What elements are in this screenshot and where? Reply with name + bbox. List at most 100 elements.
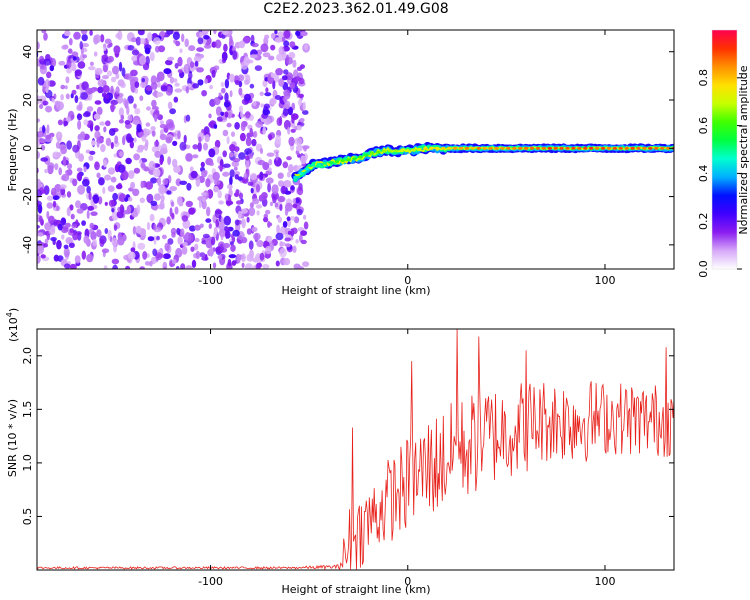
noise-speckle [133,167,141,174]
noise-speckle [137,30,145,36]
noise-speckle [153,223,157,231]
noise-speckle [89,150,96,155]
signal-trace [291,141,674,183]
noise-speckle [290,128,296,133]
noise-speckle [284,202,293,212]
noise-speckle [103,43,107,48]
noise-speckle [244,148,253,156]
noise-speckle [195,250,201,260]
noise-speckle [79,41,83,50]
noise-speckle [194,60,199,67]
noise-speckle [296,266,305,269]
noise-speckle [146,221,151,231]
noise-speckle [55,152,62,157]
noise-speckle [217,221,225,231]
noise-speckle [303,146,307,152]
noise-speckle [83,119,89,126]
noise-speckle [66,67,72,74]
noise-speckle [127,251,136,260]
noise-speckle [258,194,263,202]
noise-speckle [176,196,183,206]
noise-speckle [59,184,67,190]
noise-speckle [238,192,244,200]
noise-speckle [291,113,299,120]
noise-speckle [217,190,222,199]
noise-speckle [108,199,115,207]
noise-speckle [272,80,276,90]
noise-speckle [46,195,54,201]
noise-speckle [274,95,282,100]
noise-speckle [256,210,260,216]
noise-speckle [45,105,53,113]
noise-speckle [53,254,60,262]
colorbar-tick-label: 0.2 [697,212,710,230]
noise-speckle [227,184,233,190]
noise-speckle [293,216,300,224]
signal-peak [589,146,594,150]
signal-peak [583,146,588,150]
noise-speckle [196,67,204,73]
noise-speckle [236,253,241,264]
signal-peak [293,175,298,179]
noise-speckle [44,238,49,245]
noise-speckle [160,194,165,202]
noise-speckle [108,128,116,136]
noise-speckle [208,113,212,119]
noise-speckle [218,200,224,205]
colorbar-frame [711,29,738,270]
noise-speckle [115,86,120,95]
noise-speckle [131,55,138,62]
noise-speckle [138,55,147,66]
noise-speckle [204,134,210,143]
noise-speckle [279,116,283,126]
noise-speckle [227,111,232,119]
noise-speckle [152,168,161,178]
noise-speckle [281,75,288,81]
noise-speckle [302,261,310,267]
noise-speckle [292,59,297,68]
noise-speckle [170,227,177,235]
signal-peak [565,146,570,150]
noise-speckle [87,205,95,211]
noise-speckle [86,185,91,194]
noise-speckle [185,153,193,162]
colorbar-bar [712,30,737,269]
noise-speckle [204,78,208,84]
noise-speckle [107,230,111,240]
noise-speckle [193,55,202,63]
noise-speckle [63,120,69,127]
noise-speckle [289,82,296,90]
noise-speckle [159,30,166,37]
noise-speckle [241,253,246,262]
noise-speckle [211,69,216,78]
spectrogram-y-label: Frequency (Hz) [6,109,19,192]
noise-speckle [152,248,158,257]
noise-speckle [125,157,132,165]
noise-speckle [71,89,77,95]
snr-x-label: Height of straight line (km) [281,583,430,596]
noise-speckle [97,86,104,94]
noise-speckle [185,200,193,208]
noise-speckle [176,227,181,235]
noise-speckle [213,179,221,186]
x-tick-label: 0 [404,575,411,588]
noise-speckle [252,198,260,205]
noise-speckle [213,97,221,106]
noise-speckle [145,122,151,127]
noise-speckle [199,252,206,258]
noise-speckle [265,245,272,255]
signal-peak [358,155,363,159]
noise-speckle [96,106,103,116]
spectrogram-panel: -100 0 100 -40 -20 0 20 40 Height of straight … [6,29,675,297]
noise-speckle [234,122,240,130]
noise-speckle [141,78,145,83]
noise-speckle [130,181,136,190]
noise-speckle [66,168,73,176]
noise-speckle [182,241,188,247]
noise-speckle [209,246,214,257]
noise-speckle [226,136,230,145]
noise-speckle [262,79,268,88]
noise-speckle [259,148,264,154]
noise-speckle [233,166,238,171]
signal-peak [310,163,316,167]
